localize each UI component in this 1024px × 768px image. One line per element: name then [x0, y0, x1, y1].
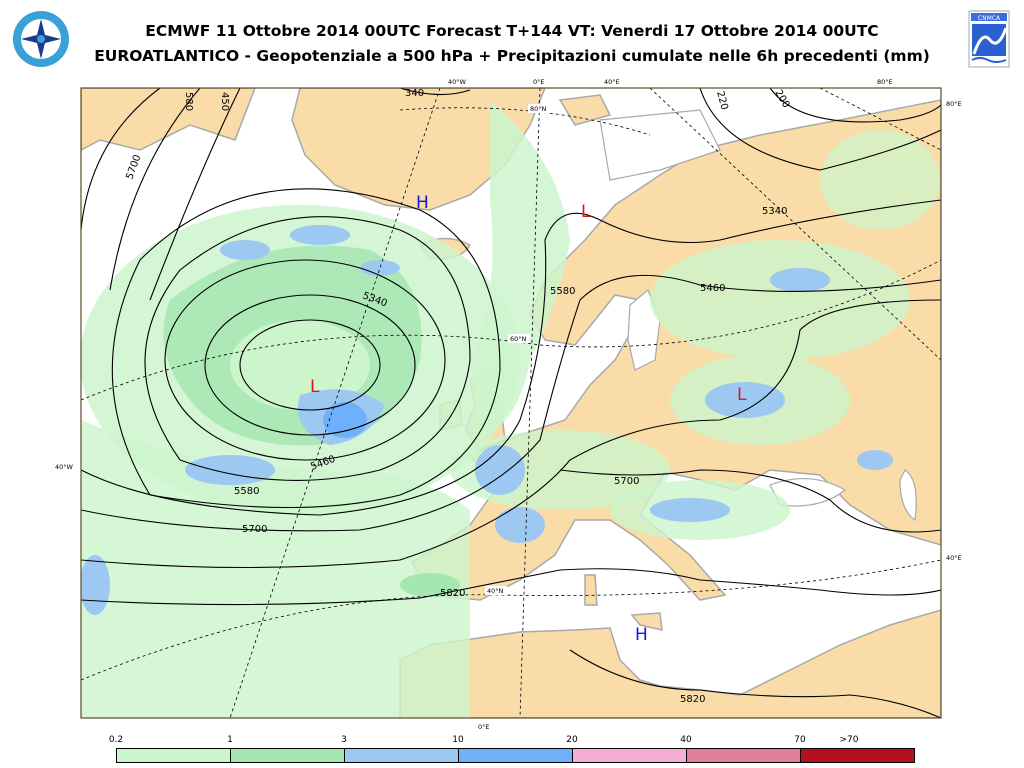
barents-sea	[599, 109, 721, 181]
low-pressure-center: L	[737, 385, 747, 405]
legend-swatch	[800, 748, 915, 763]
legend-swatch	[116, 748, 231, 763]
land-africa	[399, 609, 941, 718]
geopotential-contours	[81, 88, 941, 718]
legend-label: 3	[341, 735, 347, 745]
low-pressure-center: L	[310, 377, 320, 397]
land-sicily	[630, 612, 663, 631]
low-pressure-center: L	[581, 202, 591, 222]
latitude-labels: 80°N 60°N 40°N	[485, 104, 550, 595]
contour-label: 5580	[234, 486, 259, 497]
legend-label: 1	[227, 735, 233, 745]
contour-label: 220	[714, 90, 730, 111]
high-pressure-center: H	[416, 193, 429, 213]
lon-label-top-0e: 0°E	[533, 78, 545, 86]
legend-label: 40	[680, 735, 692, 745]
legend-swatch	[230, 748, 345, 763]
longitude-labels: 40°W 0°E 40°E 80°E 80°E 40°E 40°W 0°E	[55, 78, 962, 731]
legend-label: 10	[452, 735, 464, 745]
pressure-centers: H L L L H	[310, 193, 747, 645]
contour-label: 5580	[550, 286, 575, 297]
lon-label-right-80e: 80°E	[946, 100, 962, 108]
contour-label: 5820	[680, 694, 705, 705]
lon-label-bottom-0e: 0°E	[478, 723, 490, 731]
legend-label: 70	[794, 735, 806, 745]
caspian-sea	[899, 469, 917, 522]
contour-label: 5460	[700, 283, 725, 294]
map-frame	[80, 87, 942, 719]
contour-label: 5820	[440, 588, 465, 599]
legend-swatch	[686, 748, 801, 763]
lat-label-80n: 80°N	[530, 105, 547, 113]
contour-label: 5700	[242, 524, 267, 535]
lat-label-60n: 60°N	[510, 335, 527, 343]
legend-swatch	[572, 748, 687, 763]
contour-label: 340	[405, 88, 424, 99]
lat-label-40n: 40°N	[487, 587, 504, 595]
land-svalbard	[558, 94, 612, 126]
land-sardinia	[584, 574, 598, 606]
legend-label: 20	[566, 735, 578, 745]
legend-swatch	[344, 748, 459, 763]
contour-label: 5340	[762, 206, 787, 217]
cnmca-logo-text: CNMCA	[978, 15, 1001, 22]
lon-label-right-40e: 40°E	[946, 554, 962, 562]
aeronautica-militare-logo	[12, 10, 70, 68]
legend-label: 0.2	[108, 735, 124, 745]
contour-label: 5700	[614, 476, 639, 487]
lon-label-top-80e: 80°E	[877, 78, 893, 86]
contour-label: 450	[219, 92, 230, 111]
title-line-1: ECMWF 11 Ottobre 2014 00UTC Forecast T+1…	[145, 22, 879, 40]
title-line-2: EUROATLANTICO - Geopotenziale a 500 hPa …	[94, 47, 930, 65]
legend-swatch	[458, 748, 573, 763]
inland-seas	[599, 109, 917, 522]
legend-label: >70	[839, 735, 859, 745]
lon-label-top-40w: 40°W	[448, 78, 467, 86]
lon-label-left-40w: 40°W	[55, 463, 74, 471]
high-pressure-center: H	[635, 625, 648, 645]
black-sea	[769, 477, 847, 507]
lon-label-top-40e: 40°E	[604, 78, 620, 86]
cnmca-logo: CNMCA	[968, 10, 1010, 68]
contour-label: 580	[183, 92, 194, 111]
